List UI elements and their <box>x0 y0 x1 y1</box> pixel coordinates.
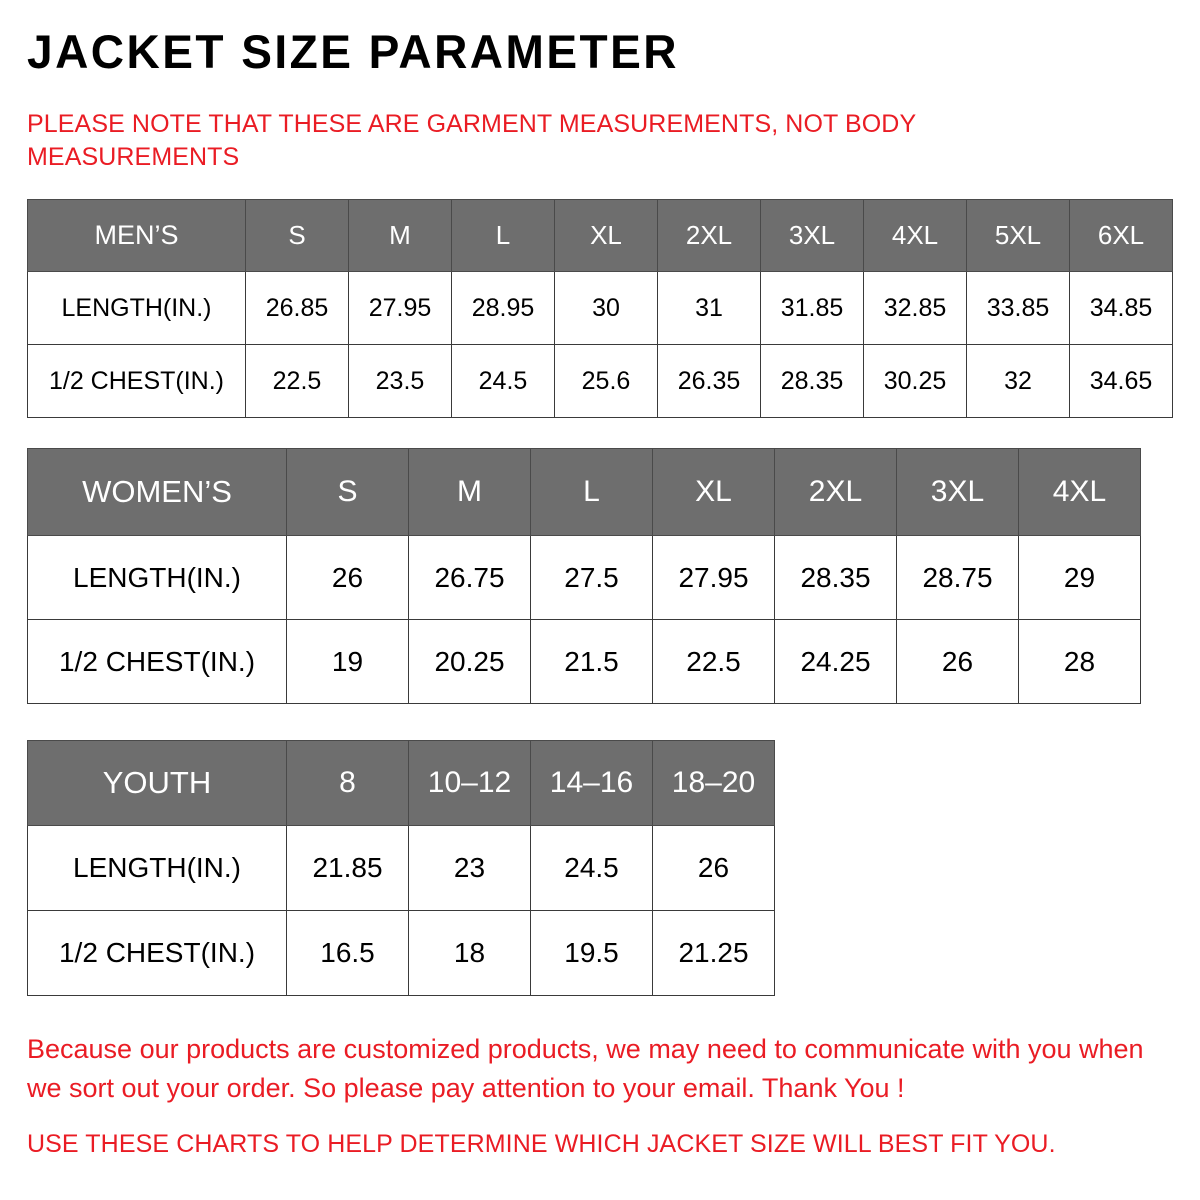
mens-length-5xl: 33.85 <box>966 271 1070 345</box>
womens-header-size-xl: XL <box>652 448 775 536</box>
womens-chest-label: 1/2 CHEST(IN.) <box>27 619 287 704</box>
mens-length-m: 27.95 <box>348 271 452 345</box>
womens-length-m: 26.75 <box>408 535 531 620</box>
womens-length-l: 27.5 <box>530 535 653 620</box>
womens-chest-xl: 22.5 <box>652 619 775 704</box>
table-row: 1/2 CHEST(IN.) 19 20.25 21.5 22.5 24.25 … <box>27 619 1141 704</box>
youth-header-size-10-12: 10–12 <box>408 740 531 826</box>
womens-length-xl: 27.95 <box>652 535 775 620</box>
mens-length-4xl: 32.85 <box>863 271 967 345</box>
youth-chest-label: 1/2 CHEST(IN.) <box>27 910 287 996</box>
youth-chest-14-16: 19.5 <box>530 910 653 996</box>
youth-size-table: YOUTH 8 10–12 14–16 18–20 LENGTH(IN.) 21… <box>27 740 775 996</box>
youth-chest-8: 16.5 <box>286 910 409 996</box>
womens-chest-l: 21.5 <box>530 619 653 704</box>
womens-header-size-m: M <box>408 448 531 536</box>
page-title: JACKET SIZE PARAMETER <box>27 25 679 78</box>
mens-size-table: MEN’S S M L XL 2XL 3XL 4XL 5XL 6XL LENGT… <box>27 199 1173 418</box>
womens-header-size-2xl: 2XL <box>774 448 897 536</box>
youth-length-18-20: 26 <box>652 825 775 911</box>
table-row: 1/2 CHEST(IN.) 22.5 23.5 24.5 25.6 26.35… <box>27 344 1173 418</box>
garment-measurement-note: PLEASE NOTE THAT THESE ARE GARMENT MEASU… <box>27 110 916 171</box>
womens-header-size-4xl: 4XL <box>1018 448 1141 536</box>
youth-length-14-16: 24.5 <box>530 825 653 911</box>
mens-chest-s: 22.5 <box>245 344 349 418</box>
youth-length-label: LENGTH(IN.) <box>27 825 287 911</box>
mens-length-l: 28.95 <box>451 271 555 345</box>
mens-header-label: MEN’S <box>27 199 246 272</box>
mens-chest-l: 24.5 <box>451 344 555 418</box>
youth-header-size-14-16: 14–16 <box>530 740 653 826</box>
youth-chest-10-12: 18 <box>408 910 531 996</box>
womens-chest-2xl: 24.25 <box>774 619 897 704</box>
mens-header-size-5xl: 5XL <box>966 199 1070 272</box>
womens-length-4xl: 29 <box>1018 535 1141 620</box>
mens-chest-2xl: 26.35 <box>657 344 761 418</box>
mens-length-s: 26.85 <box>245 271 349 345</box>
mens-chest-5xl: 32 <box>966 344 1070 418</box>
mens-header-size-2xl: 2XL <box>657 199 761 272</box>
youth-header-size-18-20: 18–20 <box>652 740 775 826</box>
womens-chest-4xl: 28 <box>1018 619 1141 704</box>
womens-length-2xl: 28.35 <box>774 535 897 620</box>
womens-chest-m: 20.25 <box>408 619 531 704</box>
youth-length-10-12: 23 <box>408 825 531 911</box>
womens-header-label: WOMEN’S <box>27 448 287 536</box>
table-row: LENGTH(IN.) 21.85 23 24.5 26 <box>27 825 775 911</box>
use-charts-note: USE THESE CHARTS TO HELP DETERMINE WHICH… <box>27 1130 1056 1158</box>
womens-length-label: LENGTH(IN.) <box>27 535 287 620</box>
mens-header-size-4xl: 4XL <box>863 199 967 272</box>
mens-header-size-xl: XL <box>554 199 658 272</box>
youth-length-8: 21.85 <box>286 825 409 911</box>
mens-chest-label: 1/2 CHEST(IN.) <box>27 344 246 418</box>
mens-chest-m: 23.5 <box>348 344 452 418</box>
womens-chest-s: 19 <box>286 619 409 704</box>
mens-length-2xl: 31 <box>657 271 761 345</box>
mens-chest-6xl: 34.65 <box>1069 344 1173 418</box>
womens-header-size-3xl: 3XL <box>896 448 1019 536</box>
youth-header-size-8: 8 <box>286 740 409 826</box>
mens-header-size-m: M <box>348 199 452 272</box>
youth-chest-18-20: 21.25 <box>652 910 775 996</box>
mens-header-size-s: S <box>245 199 349 272</box>
womens-header-size-s: S <box>286 448 409 536</box>
youth-header-label: YOUTH <box>27 740 287 826</box>
womens-chest-3xl: 26 <box>896 619 1019 704</box>
customized-products-note: Because our products are customized prod… <box>27 1034 1144 1104</box>
mens-header-size-6xl: 6XL <box>1069 199 1173 272</box>
womens-size-table: WOMEN’S S M L XL 2XL 3XL 4XL LENGTH(IN.)… <box>27 448 1141 704</box>
mens-length-3xl: 31.85 <box>760 271 864 345</box>
table-row: LENGTH(IN.) 26.85 27.95 28.95 30 31 31.8… <box>27 271 1173 345</box>
table-header-row: MEN’S S M L XL 2XL 3XL 4XL 5XL 6XL <box>27 199 1173 272</box>
mens-chest-xl: 25.6 <box>554 344 658 418</box>
mens-length-label: LENGTH(IN.) <box>27 271 246 345</box>
mens-length-6xl: 34.85 <box>1069 271 1173 345</box>
mens-header-size-l: L <box>451 199 555 272</box>
mens-length-xl: 30 <box>554 271 658 345</box>
table-row: 1/2 CHEST(IN.) 16.5 18 19.5 21.25 <box>27 910 775 996</box>
table-row: LENGTH(IN.) 26 26.75 27.5 27.95 28.35 28… <box>27 535 1141 620</box>
table-header-row: YOUTH 8 10–12 14–16 18–20 <box>27 740 775 826</box>
mens-header-size-3xl: 3XL <box>760 199 864 272</box>
table-header-row: WOMEN’S S M L XL 2XL 3XL 4XL <box>27 448 1141 536</box>
mens-chest-3xl: 28.35 <box>760 344 864 418</box>
womens-header-size-l: L <box>530 448 653 536</box>
womens-length-3xl: 28.75 <box>896 535 1019 620</box>
womens-length-s: 26 <box>286 535 409 620</box>
mens-chest-4xl: 30.25 <box>863 344 967 418</box>
